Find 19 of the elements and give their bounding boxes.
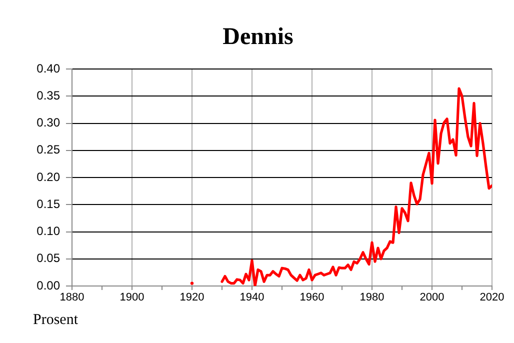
y-tick-label: 0.40: [36, 61, 60, 76]
y-tick-label: 0.20: [36, 170, 60, 184]
y-tick-label: 0.30: [36, 116, 60, 130]
x-tick-label: 1880: [60, 292, 84, 304]
x-tick-label: 1940: [240, 292, 264, 304]
y-tick-label: 0.25: [36, 142, 60, 157]
y-tick-label: 0.15: [36, 196, 60, 211]
x-tick-label: 2020: [480, 292, 504, 304]
y-axis-title: Prosent: [33, 312, 79, 328]
y-tick-label: 0.00: [36, 278, 60, 292]
x-tick-label: 1960: [300, 292, 324, 304]
x-tick-label: 2000: [420, 292, 444, 304]
y-tick-label: 0.35: [36, 88, 60, 102]
chart-title: Dennis: [222, 24, 294, 50]
x-tick-label: 1920: [180, 292, 204, 304]
y-tick-label: 0.10: [36, 224, 60, 238]
x-tick-label: 1900: [120, 292, 144, 304]
x-tick-label: 1980: [360, 292, 384, 304]
y-tick-label: 0.05: [36, 251, 60, 266]
